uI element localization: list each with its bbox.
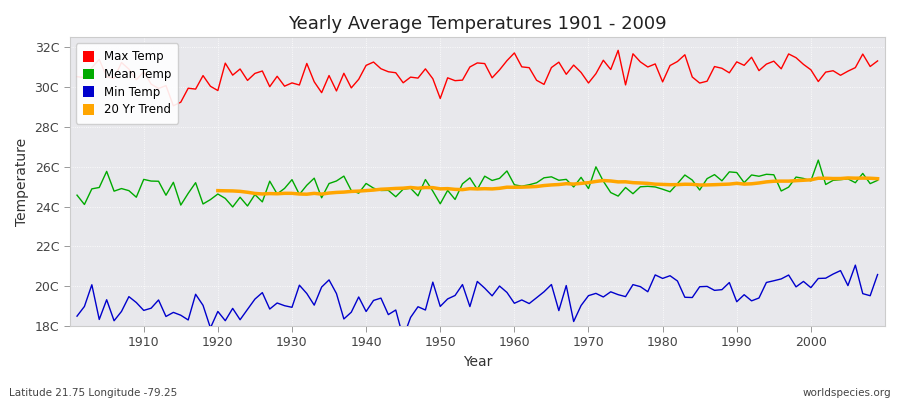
X-axis label: Year: Year: [463, 355, 492, 369]
Text: Latitude 21.75 Longitude -79.25: Latitude 21.75 Longitude -79.25: [9, 388, 177, 398]
Title: Yearly Average Temperatures 1901 - 2009: Yearly Average Temperatures 1901 - 2009: [288, 15, 667, 33]
Text: worldspecies.org: worldspecies.org: [803, 388, 891, 398]
Y-axis label: Temperature: Temperature: [15, 138, 29, 226]
Legend: Max Temp, Mean Temp, Min Temp, 20 Yr Trend: Max Temp, Mean Temp, Min Temp, 20 Yr Tre…: [76, 43, 178, 124]
